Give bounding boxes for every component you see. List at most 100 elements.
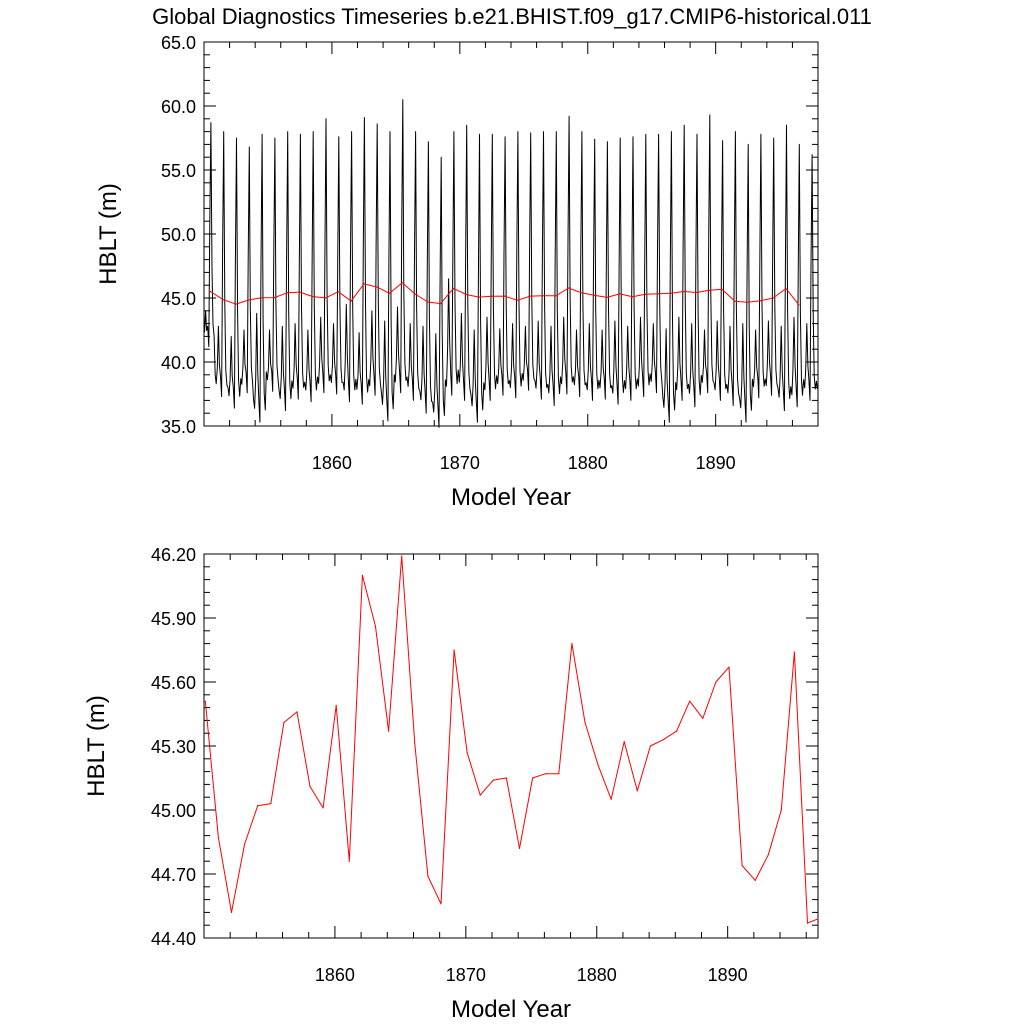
top-x-axis-title: Model Year <box>451 484 571 511</box>
top-annual-mean-point <box>683 290 685 293</box>
bottom-annual-mean-point <box>806 922 809 924</box>
bottom-annual-mean-point <box>715 681 717 683</box>
top-annual-mean-point <box>504 295 506 297</box>
top-annual-mean-point <box>248 299 250 301</box>
bottom-annual-mean-point <box>597 764 599 766</box>
bottom-y-tick-label: 44.40 <box>151 929 196 949</box>
bottom-y-tick-label: 45.90 <box>151 609 196 629</box>
top-annual-mean-point <box>568 287 570 289</box>
bottom-annual-mean-point <box>492 779 494 781</box>
bottom-annual-mean-point <box>689 700 691 702</box>
top-annual-mean-point <box>529 295 531 297</box>
bottom-annual-mean-point <box>584 721 586 724</box>
bottom-annual-mean-point <box>754 879 756 882</box>
bottom-x-tick-label: 1870 <box>446 965 486 985</box>
top-annual-mean-point <box>644 293 646 295</box>
bottom-annual-mean-point <box>414 743 416 745</box>
top-y-tick-label: 40.0 <box>161 353 196 373</box>
bottom-y-tick-label: 46.20 <box>151 545 196 565</box>
top-annual-mean-point <box>222 299 224 301</box>
bottom-annual-mean-series-line <box>204 555 819 924</box>
bottom-annual-mean-point <box>505 777 507 779</box>
top-y-tick-label: 60.0 <box>161 97 196 117</box>
top-annual-mean-point <box>299 291 301 293</box>
bottom-y-tick-label: 45.60 <box>151 673 196 693</box>
top-annual-mean-point <box>708 289 710 291</box>
bottom-annual-mean-point <box>571 643 573 645</box>
top-annual-mean-point <box>606 296 608 298</box>
top-annual-mean-point <box>516 299 519 301</box>
top-annual-mean-point <box>785 287 787 290</box>
bottom-x-axis: 1860 1870 1880 1890 <box>203 554 807 985</box>
bottom-annual-mean-point <box>793 651 796 653</box>
bottom-annual-mean-point <box>662 739 665 741</box>
bottom-annual-mean-point <box>518 847 521 850</box>
top-annual-mean-point <box>593 294 595 296</box>
bottom-annual-mean-point <box>257 805 259 807</box>
figure-title: Global Diagnostics Timeseries b.e21.BHIS… <box>152 4 872 29</box>
top-x-tick-label: 1890 <box>696 453 736 473</box>
bottom-annual-mean-point <box>283 721 285 724</box>
top-y-axis: 35.0 40.0 45.0 50.0 55.0 60.0 65.0 <box>161 33 818 437</box>
top-annual-mean-point <box>273 297 275 299</box>
top-annual-mean-point <box>440 303 442 305</box>
bottom-annual-mean-point <box>676 730 678 732</box>
top-y-tick-label: 35.0 <box>161 417 196 437</box>
top-annual-mean-point <box>747 301 749 303</box>
top-annual-mean-point <box>235 303 237 305</box>
top-annual-mean-point <box>401 282 403 284</box>
top-annual-mean-point <box>209 290 211 293</box>
bottom-annual-mean-point <box>728 666 730 668</box>
bottom-y-axis-title: HBLT (m) <box>83 695 110 797</box>
top-annual-mean-point <box>542 295 544 297</box>
top-annual-mean-point <box>337 291 339 293</box>
bottom-annual-mean-point <box>348 860 350 862</box>
bottom-annual-mean-point <box>230 911 233 914</box>
top-annual-mean-point <box>350 300 352 302</box>
top-annual-mean-point <box>772 297 774 299</box>
top-monthly-series-line <box>204 99 818 428</box>
top-series-group <box>204 99 818 428</box>
bottom-annual-mean-point <box>374 625 377 628</box>
bottom-y-tick-label: 45.30 <box>151 737 196 757</box>
top-annual-mean-point <box>324 297 327 299</box>
bottom-annual-mean-point <box>636 790 638 792</box>
top-x-tick-label: 1880 <box>568 453 608 473</box>
bottom-x-axis-title: Model Year <box>451 996 571 1023</box>
bottom-annual-mean-point <box>623 741 625 743</box>
bottom-annual-mean-point <box>466 751 468 754</box>
bottom-annual-mean-point <box>817 918 819 920</box>
top-annual-mean-point <box>388 292 391 294</box>
top-annual-mean-point <box>414 293 416 295</box>
bottom-annual-mean-point <box>440 903 442 905</box>
top-y-axis-title: HBLT (m) <box>95 183 122 285</box>
bottom-annual-mean-point <box>702 717 704 719</box>
bottom-annual-mean-point <box>217 837 219 839</box>
bottom-annual-mean-point <box>780 809 782 811</box>
top-annual-mean-point <box>478 296 480 298</box>
top-y-tick-label: 50.0 <box>161 225 196 245</box>
bottom-annual-mean-point <box>335 704 337 707</box>
bottom-annual-mean-point <box>453 649 455 651</box>
top-annual-mean-point <box>286 292 288 294</box>
top-y-tick-label: 45.0 <box>161 289 196 309</box>
top-x-axis: 1860 1870 1880 1890 <box>203 42 819 473</box>
top-annual-mean-point <box>670 292 672 294</box>
bottom-y-axis: 44.40 44.70 45.00 45.30 45.60 45.90 46.20 <box>151 545 818 949</box>
top-annual-mean-point <box>312 296 314 298</box>
bottom-annual-mean-point <box>558 773 560 775</box>
bottom-annual-mean-point <box>427 875 429 877</box>
top-annual-mean-point <box>580 292 583 294</box>
top-annual-mean-point <box>491 295 493 297</box>
bottom-annual-mean-point <box>649 745 652 747</box>
bottom-x-tick-label: 1860 <box>315 965 355 985</box>
bottom-annual-mean-point <box>767 854 769 856</box>
bottom-annual-mean-point <box>322 807 324 809</box>
bottom-annual-mean-point <box>204 700 206 702</box>
top-annual-mean-point <box>695 291 698 294</box>
top-y-tick-label: 55.0 <box>161 161 196 181</box>
bottom-annual-mean-point <box>610 798 612 800</box>
bottom-annual-mean-point <box>244 843 246 845</box>
bottom-annual-mean-point <box>270 803 272 805</box>
